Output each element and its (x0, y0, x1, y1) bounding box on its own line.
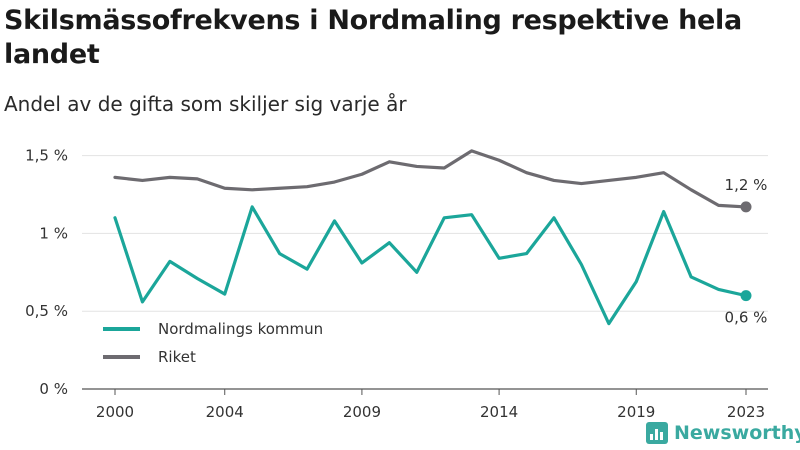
y-tick-label: 0,5 % (25, 302, 68, 320)
legend-background (92, 314, 368, 374)
x-tick-label: 2009 (343, 403, 381, 421)
series-end-point-1 (740, 201, 752, 213)
x-tick-label: 2000 (96, 403, 134, 421)
series-end-point-0 (740, 290, 752, 302)
x-tick-label: 2019 (617, 403, 655, 421)
chart-subtitle: Andel av de gifta som skiljer sig varje … (4, 92, 407, 116)
series-end-label-0: 0,6 % (725, 309, 768, 327)
brand: Newsworthy (646, 420, 800, 446)
series-end-label-1: 1,2 % (725, 176, 768, 194)
series-line-0 (113, 205, 748, 326)
x-tick-label: 2023 (727, 403, 765, 421)
x-tick-label: 2014 (480, 403, 518, 421)
y-tick-label: 1,5 % (25, 147, 68, 165)
y-tick-label: 1 % (39, 224, 68, 242)
series-line-1 (113, 149, 748, 209)
brand-name: Newsworthy (674, 422, 800, 444)
legend-label-1: Riket (158, 348, 196, 366)
x-axis: 2000 2004 2009 2014 2019 2023 (96, 389, 765, 421)
grid: 0 % 0,5 % 1 % 1,5 % (25, 147, 768, 398)
chart-title: Skilsmässofrekvens i Nordmaling respekti… (4, 5, 742, 70)
y-tick-label: 0 % (39, 380, 68, 398)
legend-label-0: Nordmalings kommun (158, 320, 323, 338)
x-tick-label: 2004 (206, 403, 244, 421)
series-lines: 0,6 % 1,2 % (113, 149, 768, 327)
legend: Nordmalings kommun Riket (92, 314, 368, 374)
newsworthy-logo-icon (646, 422, 668, 444)
